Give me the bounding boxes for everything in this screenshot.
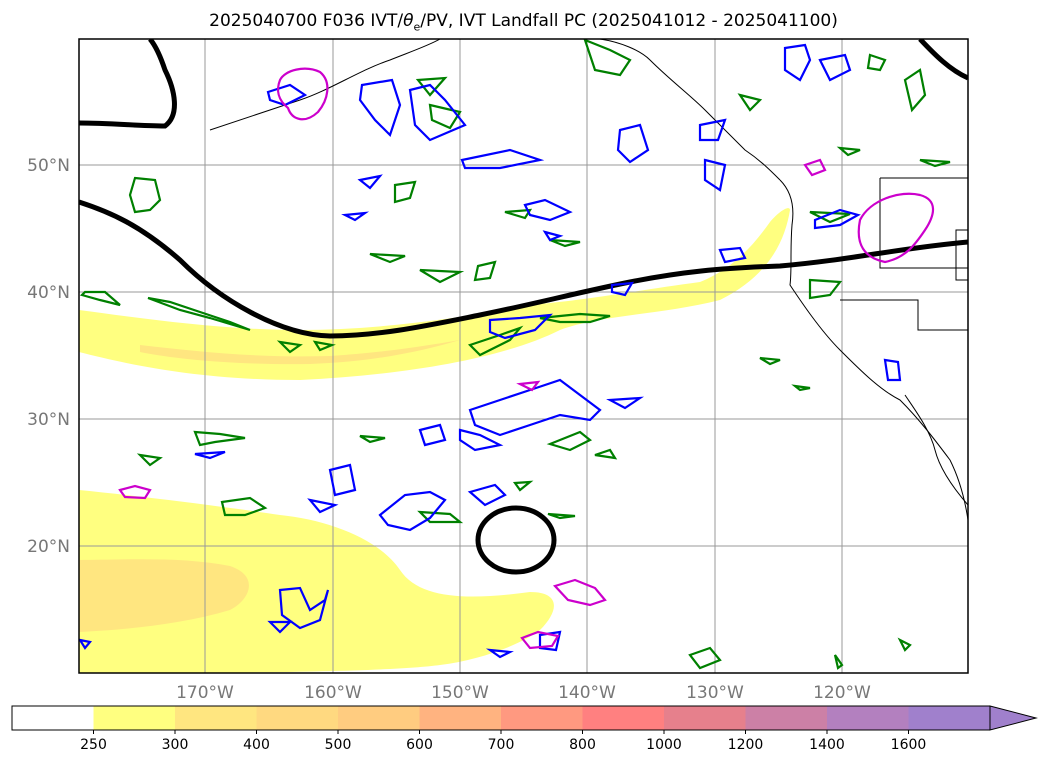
colorbar: 250 300 400 500 600 700 800 1000 1200 1400 1600 [11, 705, 1038, 753]
colorbar-tick-label: 700 [488, 737, 515, 753]
ivt-fill [79, 208, 790, 673]
lon-label-160w: 160°W [304, 683, 362, 703]
colorbar-segment [745, 706, 828, 730]
colorbar-tick-label: 400 [243, 737, 270, 753]
map-area [79, 39, 968, 673]
magenta-north-pacific [277, 67, 329, 121]
pv-contour-main [79, 199, 968, 339]
colorbar-tick-label: 1600 [891, 737, 927, 753]
colorbar-tick-label: 600 [406, 737, 433, 753]
colorbar-extend-arrow [989, 705, 1038, 731]
graticule [79, 39, 968, 673]
lat-label-40n: 40°N [27, 283, 70, 303]
lon-label-140w: 140°W [558, 683, 616, 703]
colorbar-tick-label: 1200 [728, 737, 764, 753]
colorbar-segment [175, 706, 257, 730]
pv-contour-northeast [918, 39, 968, 81]
colorbar-tick-label: 1000 [646, 737, 682, 753]
lon-label-120w: 120°W [813, 683, 871, 703]
lon-label-150w: 150°W [431, 683, 489, 703]
colorbar-segment [582, 706, 665, 730]
latitude-labels: 50°N 40°N 30°N 20°N [27, 156, 70, 557]
ivt-band-south-inner [79, 559, 249, 632]
ivt-band-central-inner [140, 340, 460, 365]
colorbar-tick-label: 1400 [809, 737, 845, 753]
colorbar-segment [827, 706, 909, 730]
lon-label-130w: 130°W [686, 683, 744, 703]
longitude-labels: 170°W 160°W 150°W 140°W 130°W 120°W [176, 683, 871, 703]
colorbar-segment [419, 706, 502, 730]
lat-label-50n: 50°N [27, 156, 70, 176]
colorbar-segment [501, 706, 583, 730]
colorbar-segment [338, 706, 420, 730]
coastlines [209, 39, 968, 521]
ivt-band-central [79, 208, 790, 380]
lat-label-30n: 30°N [27, 410, 70, 430]
pv-contour-closed-low [475, 505, 557, 575]
map-title: 2025040700 F036 IVT/θe/PV, IVT Landfall … [209, 11, 838, 34]
lat-label-20n: 20°N [27, 537, 70, 557]
ivt-band-south [79, 490, 554, 673]
lon-label-170w: 170°W [176, 683, 234, 703]
magenta-contours [118, 67, 935, 650]
colorbar-tick-label: 500 [325, 737, 352, 753]
colorbar-segment [908, 706, 991, 730]
pv-contours [79, 39, 968, 575]
magenta-interior [857, 192, 935, 264]
colorbar-tick-label: 250 [80, 737, 107, 753]
colorbar-segment [664, 706, 746, 730]
colorbar-tick-label: 300 [162, 737, 189, 753]
colorbar-segment [256, 706, 339, 730]
pv-contour-northwest [79, 39, 177, 129]
map-frame [78, 38, 969, 674]
colorbar-tick-label: 800 [569, 737, 596, 753]
colorbar-segment [93, 706, 176, 730]
colorbar-segment [12, 706, 94, 730]
blue-contours [79, 43, 902, 659]
